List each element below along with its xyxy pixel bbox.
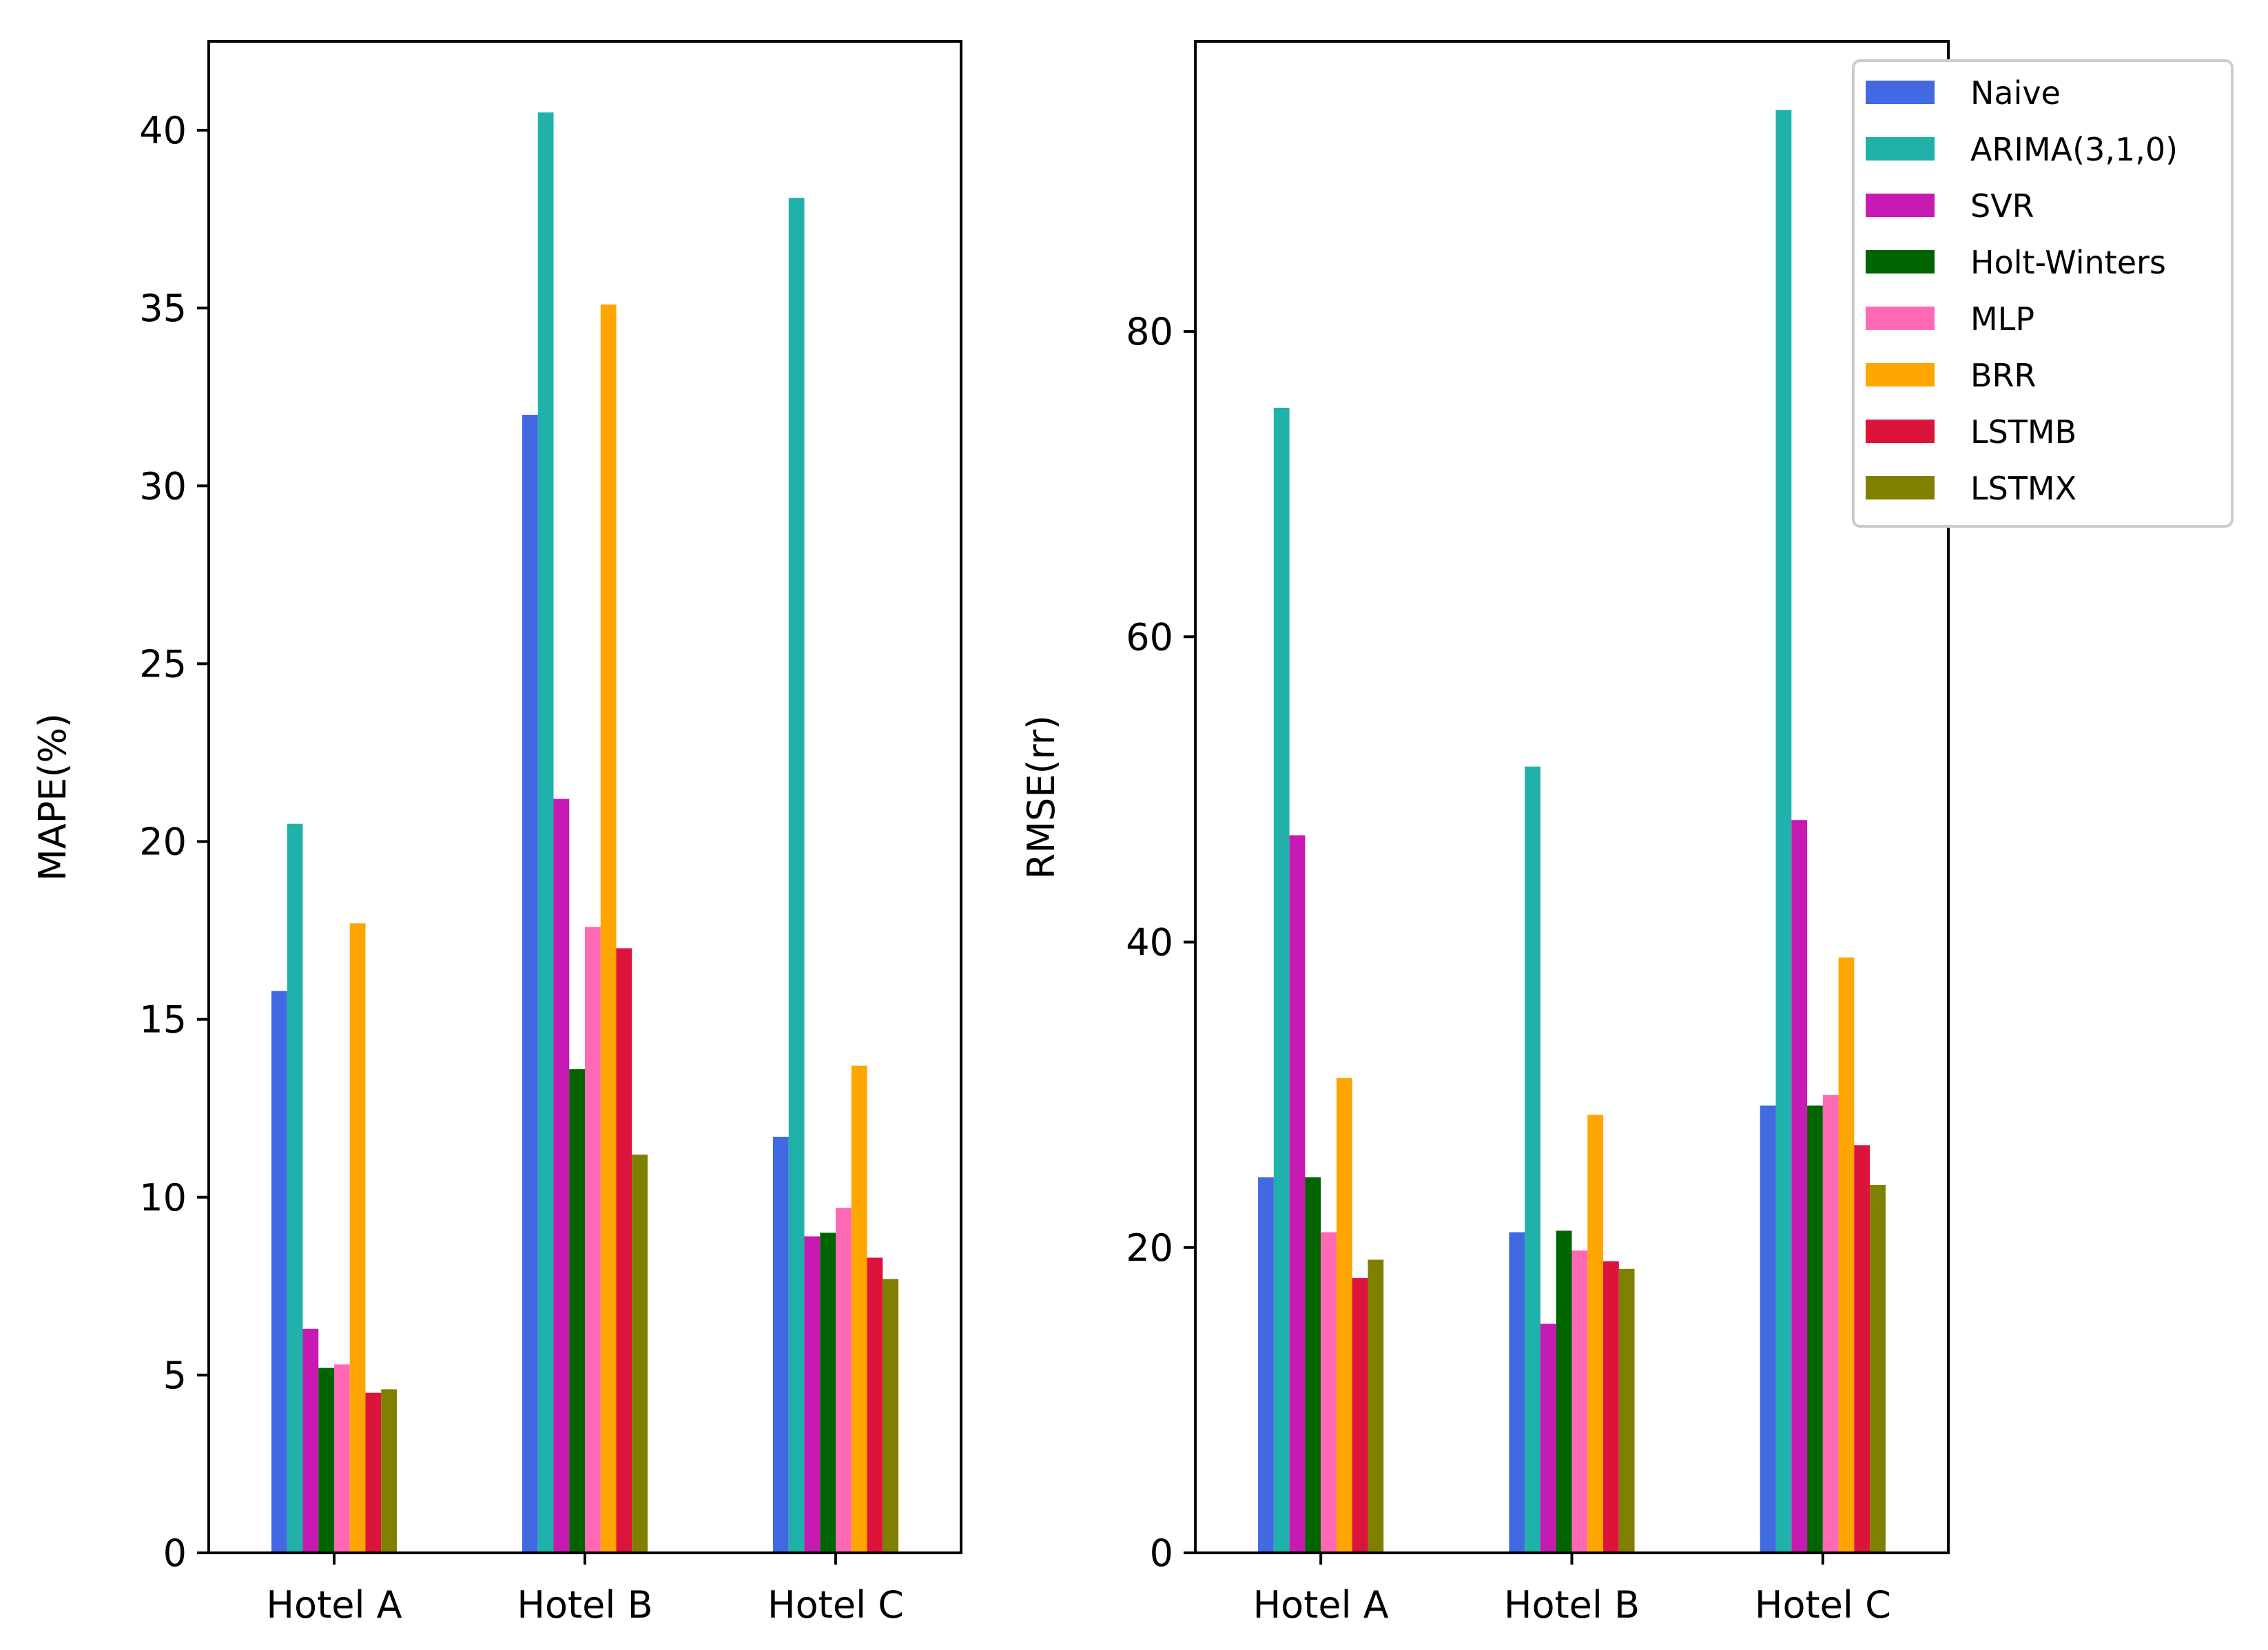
rmse-bar-naive-hotel-b — [1509, 1232, 1525, 1553]
rmse-x-tick-label: Hotel C — [1755, 1583, 1891, 1627]
rmse-bar-lstmx-hotel-c — [1870, 1184, 1886, 1553]
rmse-bar-svr-hotel-c — [1791, 820, 1808, 1553]
mape-bar-brr-hotel-a — [349, 923, 366, 1553]
rmse-bar-mlp-hotel-a — [1321, 1232, 1337, 1553]
rmse-bar-holt-winters-hotel-c — [1807, 1105, 1823, 1553]
legend-swatch-svr — [1866, 194, 1935, 217]
rmse-y-tick-label: 80 — [1126, 310, 1173, 353]
legend-label: SVR — [1970, 187, 2034, 225]
mape-bar-lstmx-hotel-a — [381, 1389, 397, 1553]
legend-label: BRR — [1970, 357, 2036, 394]
mape-y-tick-label: 0 — [163, 1532, 187, 1575]
mape-x-tick-label: Hotel B — [517, 1583, 652, 1627]
rmse-bar-svr-hotel-a — [1289, 835, 1306, 1553]
rmse-bar-lstmb-hotel-a — [1352, 1278, 1368, 1553]
mape-bar-holt-winters-hotel-b — [569, 1069, 585, 1553]
rmse-bar-arima-3-1-0--hotel-a — [1273, 407, 1290, 1553]
mape-y-tick-label: 5 — [163, 1354, 187, 1397]
rmse-bar-lstmx-hotel-b — [1618, 1268, 1635, 1553]
legend-swatch-naive — [1866, 81, 1935, 104]
rmse-bar-holt-winters-hotel-b — [1556, 1230, 1572, 1553]
mape-x-tick-label: Hotel A — [266, 1583, 402, 1627]
mape-bar-naive-hotel-b — [522, 415, 538, 1553]
mape-y-tick-label: 15 — [139, 998, 187, 1042]
mape-y-tick-label: 30 — [139, 464, 187, 508]
rmse-bar-svr-hotel-b — [1540, 1323, 1556, 1553]
mape-bar-holt-winters-hotel-a — [318, 1368, 334, 1553]
legend: Naive ARIMA(3,1,0) SVR Holt-Winters MLP BRR LS… — [1852, 59, 2234, 528]
mape-bar-lstmb-hotel-c — [867, 1257, 883, 1553]
rmse-x-tick-label: Hotel A — [1253, 1583, 1389, 1627]
legend-swatch-arima-3-1-0- — [1866, 137, 1935, 161]
mape-y-tick-label: 35 — [139, 287, 187, 330]
rmse-bar-naive-hotel-a — [1258, 1177, 1274, 1553]
mape-bar-lstmx-hotel-b — [632, 1154, 648, 1553]
mape-bar-mlp-hotel-b — [585, 927, 601, 1553]
mape-bar-arima-3-1-0--hotel-a — [287, 823, 303, 1553]
rmse-bar-holt-winters-hotel-a — [1305, 1177, 1321, 1553]
rmse-y-tick-label: 60 — [1126, 615, 1173, 659]
mape-chart: 0 5 10 15 20 25 30 35 40 Hotel A Hotel B Hotel C MAP… — [31, 40, 962, 1627]
legend-label: Naive — [1970, 74, 2061, 112]
mape-y-tick-label: 40 — [139, 109, 187, 152]
legend-swatch-brr — [1866, 363, 1935, 386]
rmse-bar-lstmb-hotel-b — [1603, 1261, 1619, 1553]
rmse-bar-arima-3-1-0--hotel-c — [1775, 110, 1792, 1554]
mape-bar-arima-3-1-0--hotel-b — [537, 112, 554, 1553]
rmse-x-tick-label: Hotel B — [1504, 1583, 1640, 1627]
rmse-y-tick-label: 20 — [1126, 1226, 1173, 1270]
legend-box — [1852, 59, 2234, 528]
mape-bar-holt-winters-hotel-c — [820, 1233, 836, 1553]
mape-bar-naive-hotel-c — [773, 1137, 789, 1553]
legend-swatch-mlp — [1866, 307, 1935, 330]
legend-swatch-lstmb — [1866, 420, 1935, 443]
legend-swatch-holt-winters — [1866, 250, 1935, 274]
rmse-bar-brr-hotel-a — [1336, 1077, 1352, 1553]
rmse-bar-brr-hotel-c — [1838, 957, 1855, 1553]
mape-y-tick-label: 25 — [139, 642, 187, 685]
rmse-y-tick-label: 0 — [1150, 1532, 1173, 1575]
mape-bar-brr-hotel-b — [600, 305, 617, 1553]
mape-bar-lstmx-hotel-c — [883, 1279, 898, 1553]
mape-bar-brr-hotel-c — [851, 1065, 867, 1553]
rmse-bar-mlp-hotel-b — [1571, 1250, 1588, 1553]
mape-bar-lstmb-hotel-a — [365, 1392, 382, 1553]
rmse-bar-mlp-hotel-c — [1822, 1095, 1839, 1553]
legend-swatch-lstmx — [1866, 476, 1935, 499]
mape-bar-svr-hotel-a — [302, 1328, 319, 1553]
rmse-y-axis-label: RMSE(rr) — [1020, 715, 1063, 879]
legend-label: LSTMX — [1970, 470, 2076, 507]
rmse-bar-brr-hotel-b — [1587, 1114, 1604, 1553]
legend-label: ARIMA(3,1,0) — [1970, 131, 2178, 168]
mape-y-tick-label: 10 — [139, 1176, 187, 1219]
rmse-bar-naive-hotel-c — [1760, 1105, 1776, 1553]
mape-bar-mlp-hotel-a — [334, 1364, 350, 1553]
mape-bar-mlp-hotel-c — [836, 1208, 852, 1553]
mape-y-axis-label: MAPE(%) — [31, 713, 74, 881]
mape-bar-lstmb-hotel-b — [616, 948, 632, 1553]
rmse-chart: 0 20 40 60 80 Hotel A Hotel B Hotel C RMSE(rr) — [1020, 40, 1950, 1627]
legend-label: LSTMB — [1970, 413, 2076, 451]
mape-x-tick-label: Hotel C — [767, 1583, 904, 1627]
mape-bar-arima-3-1-0--hotel-c — [788, 198, 805, 1553]
mape-bar-svr-hotel-b — [553, 798, 570, 1553]
mape-y-tick-label: 20 — [139, 821, 187, 864]
legend-label: Holt-Winters — [1970, 244, 2166, 281]
mape-bar-naive-hotel-a — [271, 991, 287, 1553]
rmse-bar-lstmx-hotel-a — [1368, 1259, 1384, 1553]
legend-label: MLP — [1970, 300, 2034, 338]
rmse-y-tick-label: 40 — [1126, 921, 1173, 965]
rmse-bar-arima-3-1-0--hotel-b — [1525, 766, 1540, 1553]
rmse-bar-lstmb-hotel-c — [1854, 1145, 1870, 1553]
mape-bar-svr-hotel-c — [804, 1236, 821, 1553]
